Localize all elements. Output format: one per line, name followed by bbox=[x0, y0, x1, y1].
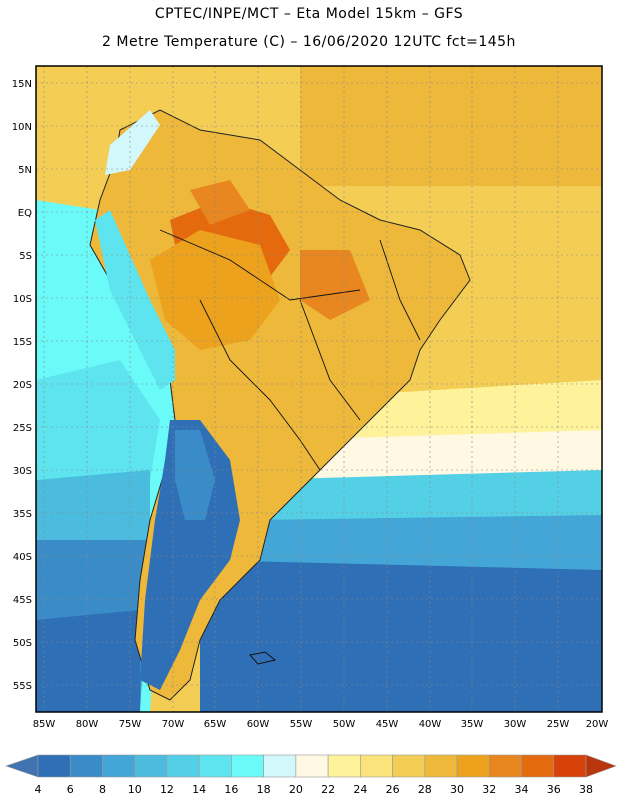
lat-label: 35S bbox=[13, 509, 32, 520]
colorbar-label: 32 bbox=[482, 783, 497, 796]
lat-label: 40S bbox=[13, 552, 32, 563]
lon-label: 40W bbox=[419, 719, 442, 730]
colorbar-label: 24 bbox=[353, 783, 368, 796]
lon-label: 55W bbox=[290, 719, 313, 730]
colorbar-swatch bbox=[37, 754, 71, 778]
colorbar-swatch bbox=[263, 754, 297, 778]
colorbar-label: 22 bbox=[321, 783, 336, 796]
colorbar-label: 8 bbox=[98, 783, 106, 796]
colorbar-arrow-high bbox=[585, 754, 617, 778]
colorbar-swatch bbox=[521, 754, 555, 778]
colorbar-label: 36 bbox=[546, 783, 561, 796]
colorbar-label: 16 bbox=[224, 783, 239, 796]
colorbar-label: 10 bbox=[127, 783, 142, 796]
lon-label: 45W bbox=[376, 719, 399, 730]
lat-label: 10N bbox=[12, 122, 32, 133]
colorbar-swatch bbox=[134, 754, 168, 778]
colorbar-label: 38 bbox=[579, 783, 593, 796]
colorbar-swatch bbox=[392, 754, 426, 778]
colorbar-swatch bbox=[553, 754, 587, 778]
colorbar-label: 20 bbox=[288, 783, 303, 796]
colorbar-swatch bbox=[295, 754, 329, 778]
lat-label: 10S bbox=[13, 294, 32, 305]
lat-label: 15N bbox=[12, 79, 32, 90]
colorbar-swatch bbox=[102, 754, 136, 778]
lon-label: 25W bbox=[547, 719, 570, 730]
colorbar-swatch bbox=[424, 754, 458, 778]
andes-cool-strip bbox=[95, 210, 175, 390]
lon-label: 75W bbox=[119, 719, 142, 730]
colorbar-swatch bbox=[360, 754, 393, 778]
longitude-axis: 85W 80W 75W 70W 65W 60W 55W 50W 45W 40W … bbox=[33, 719, 609, 730]
colorbar-label: 28 bbox=[417, 783, 432, 796]
lat-label: 55S bbox=[13, 681, 32, 692]
lon-label: 35W bbox=[461, 719, 484, 730]
falkland-islands bbox=[249, 651, 277, 665]
colorbar bbox=[5, 754, 617, 778]
lon-label: 60W bbox=[247, 719, 270, 730]
colorbar-label: 26 bbox=[385, 783, 400, 796]
lon-label: 85W bbox=[33, 719, 56, 730]
lat-label: 5N bbox=[18, 165, 32, 176]
colorbar-label: 18 bbox=[256, 783, 271, 796]
lat-label: 15S bbox=[13, 337, 32, 348]
lat-label: 50S bbox=[13, 638, 32, 649]
colorbar-swatch bbox=[231, 754, 264, 778]
cold-ocean-south bbox=[200, 560, 602, 712]
colorbar-label: 12 bbox=[159, 783, 174, 796]
colorbar-swatch bbox=[327, 754, 361, 778]
colorbar-swatch bbox=[456, 754, 490, 778]
latitude-axis: 15N 10N 5N EQ 5S 10S 15S 20S 25S 30S 35S… bbox=[12, 79, 32, 692]
lat-label: 45S bbox=[13, 595, 32, 606]
colorbar-arrow-low bbox=[5, 754, 39, 778]
map-field bbox=[36, 66, 602, 712]
colorbar-swatch bbox=[69, 754, 103, 778]
colorbar-swatch bbox=[166, 754, 200, 778]
lat-label: 30S bbox=[13, 466, 32, 477]
lat-label: 5S bbox=[19, 251, 32, 262]
colorbar-label: 14 bbox=[192, 783, 207, 796]
lon-label: 50W bbox=[333, 719, 356, 730]
lat-label: 20S bbox=[13, 380, 32, 391]
lon-label: 20W bbox=[586, 719, 609, 730]
colorbar-label: 34 bbox=[514, 783, 529, 796]
lat-label: 25S bbox=[13, 423, 32, 434]
graticule bbox=[36, 66, 602, 712]
lon-label: 80W bbox=[76, 719, 99, 730]
colorbar-label: 4 bbox=[34, 783, 42, 796]
colorbar-swatch bbox=[488, 754, 522, 778]
lon-label: 70W bbox=[162, 719, 185, 730]
colorbar-label: 6 bbox=[66, 783, 74, 796]
colorbar-label: 30 bbox=[450, 783, 465, 796]
colorbar-swatch bbox=[198, 754, 232, 778]
map-title-line1: CPTEC/INPE/MCT – Eta Model 15km – GFS bbox=[154, 6, 464, 22]
map-frame bbox=[35, 65, 603, 713]
country-borders bbox=[159, 229, 421, 471]
lat-label: EQ bbox=[18, 208, 32, 219]
lon-label: 30W bbox=[504, 719, 527, 730]
map-title-line2: 2 Metre Temperature (C) – 16/06/2020 12U… bbox=[102, 34, 516, 50]
lon-label: 65W bbox=[204, 719, 227, 730]
